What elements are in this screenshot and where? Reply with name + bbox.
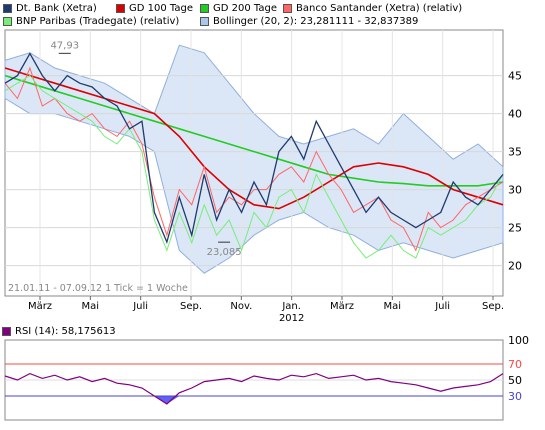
series-line (4, 66, 504, 252)
x-tick-label: Sep. (180, 301, 202, 312)
legend-label: GD 100 Tage (129, 2, 193, 14)
rsi-y-tick-label: 100 (508, 334, 529, 347)
x-tick-label: Mai (384, 301, 402, 312)
series-line (4, 74, 504, 187)
legend-label: GD 200 Tage (213, 2, 277, 14)
series-line (4, 74, 504, 259)
rsi-title: RSI (14): 58,175613 (15, 326, 116, 337)
rsi-y-tick-label: 30 (508, 390, 522, 403)
legend-item-gd100: GD 100 Tage (116, 2, 193, 14)
legend-swatch (3, 3, 12, 13)
series-line (4, 67, 504, 210)
legend-item-dt-bank: Dt. Bank (Xetra) (3, 2, 97, 14)
x-tick-label: Sep. (482, 301, 504, 312)
legend-item-bollinger: Bollinger (20, 2): 23,281111 - 32,837389 (200, 15, 418, 27)
x-tick-label: März (330, 301, 354, 312)
y-tick-label: 35 (508, 146, 522, 159)
legend-label: Banco Santander (Xetra) (relativ) (296, 2, 463, 14)
rsi-swatch (2, 327, 11, 336)
legend-label: Bollinger (20, 2): 23,281111 - 32,837389 (213, 15, 419, 27)
legend-swatch (116, 3, 125, 13)
x-tick-label: Juli (434, 301, 450, 312)
date-range-info: 21.01.11 - 07.09.12 1 Tick = 1 Woche (8, 283, 188, 294)
rsi-chart: 30 50 70 100 (4, 334, 529, 421)
y-tick-label: 20 (508, 260, 522, 273)
x-tick-label: Mai (82, 301, 100, 312)
legend-item-gd200: GD 200 Tage (200, 2, 277, 14)
annotation-label: 23,085 (207, 247, 242, 258)
series-line (4, 52, 504, 245)
annotation-label: 47,93 (50, 40, 79, 51)
legend-swatch (283, 3, 292, 13)
y-tick-label: 30 (508, 184, 522, 197)
legend-item-santander: Banco Santander (Xetra) (relativ) (283, 2, 462, 14)
rsi-line (4, 372, 504, 405)
chart-legend: Dt. Bank (Xetra) GD 100 Tage GD 200 Tage… (0, 0, 545, 28)
legend-item-bnp: BNP Paribas (Tradegate) (relativ) (3, 15, 179, 27)
main-chart: 20 25 30 35 40 45 März Mai Juli Sep. Nov. Jan.2012 M… (4, 29, 522, 324)
y-tick-label: 40 (508, 108, 522, 121)
legend-label: Dt. Bank (Xetra) (16, 2, 97, 14)
x-tick-label: Juli (132, 301, 148, 312)
legend-swatch (200, 16, 209, 26)
x-year-label: 2012 (279, 313, 304, 324)
rsi-legend: RSI (14): 58,175613 (2, 326, 116, 337)
x-tick-label: März (28, 301, 52, 312)
x-tick-label: Nov. (230, 301, 252, 312)
x-tick-label: Jan. (281, 301, 301, 312)
rsi-y-tick-label: 50 (508, 374, 522, 387)
legend-swatch (200, 3, 209, 13)
y-tick-label: 25 (508, 222, 522, 235)
legend-label: BNP Paribas (Tradegate) (relativ) (16, 15, 180, 27)
y-tick-label: 45 (508, 70, 522, 83)
legend-swatch (3, 16, 12, 26)
rsi-y-tick-label: 70 (508, 358, 522, 371)
